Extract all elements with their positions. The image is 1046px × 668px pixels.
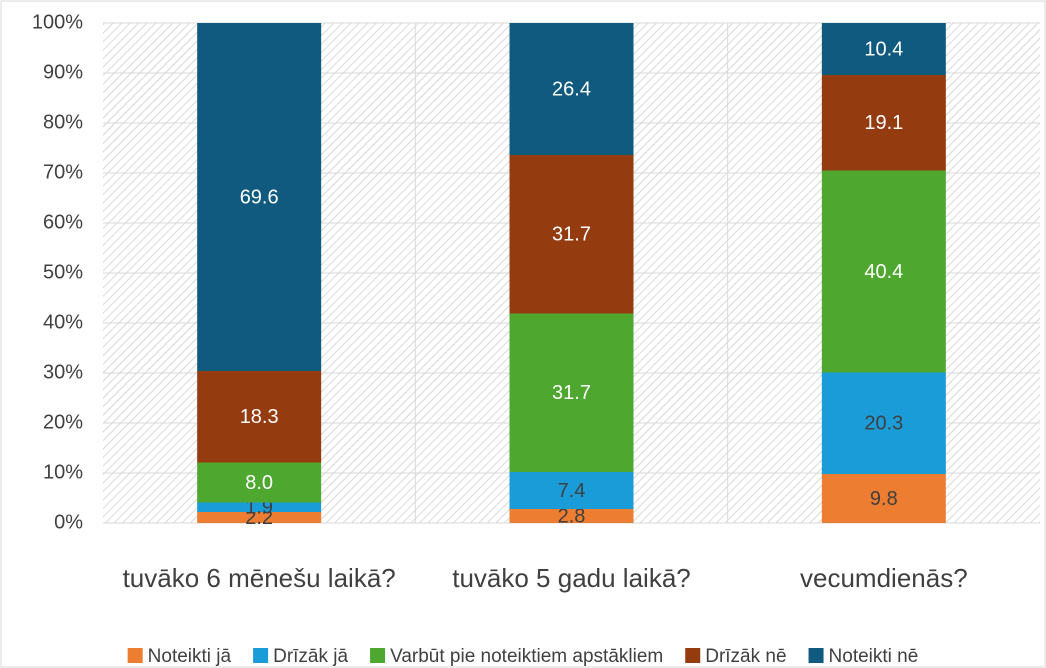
bar-segment (197, 371, 322, 463)
data-label: 40.4 (864, 261, 903, 283)
data-label: 19.1 (864, 112, 903, 134)
bar-segment (821, 372, 946, 474)
y-tick-label: 100% (32, 11, 83, 33)
data-label: 26.4 (552, 78, 591, 100)
data-label: 10.4 (864, 38, 903, 60)
legend-label: Drīzāk jā (273, 646, 348, 667)
data-label: 2.8 (558, 505, 586, 527)
x-tick-label: tuvāko 5 gadu laikā? (452, 563, 691, 593)
legend-swatch (685, 648, 701, 663)
bar-segment (197, 23, 322, 371)
bar-segment (509, 509, 634, 523)
data-label: 69.6 (240, 186, 279, 208)
data-label: 18.3 (240, 406, 279, 428)
data-label: 7.4 (558, 480, 586, 502)
bar-segment (509, 472, 634, 509)
y-tick-label: 90% (43, 61, 83, 83)
bar-segment (509, 313, 634, 472)
y-tick-label: 10% (43, 461, 83, 483)
data-label: 8.0 (245, 472, 273, 494)
data-label: 20.3 (864, 413, 903, 435)
y-tick-label: 20% (43, 411, 83, 433)
y-tick-label: 30% (43, 361, 83, 383)
legend-label: Varbūt pie noteiktiem apstākliem (390, 646, 663, 667)
y-tick-label: 80% (43, 111, 83, 133)
data-label: 31.7 (552, 224, 591, 246)
legend-swatch (808, 648, 824, 663)
y-tick-label: 60% (43, 211, 83, 233)
legend-label: Noteikti nē (829, 646, 919, 667)
bar-segment (821, 474, 946, 523)
y-tick-label: 70% (43, 161, 83, 183)
legend-swatch (253, 648, 269, 663)
legend-swatch (127, 648, 143, 663)
legend-label: Drīzāk nē (705, 646, 786, 667)
bar-segment (509, 155, 634, 314)
data-label: 31.7 (552, 382, 591, 404)
bar-segment (821, 23, 946, 75)
bar-segment (821, 170, 946, 373)
bar-segment (197, 512, 322, 523)
x-tick-label: tuvāko 6 mēnešu laikā? (123, 563, 396, 593)
x-tick-label: vecumdienās? (800, 563, 968, 593)
bar-segment (197, 462, 322, 503)
data-label: 2.2 (245, 507, 273, 529)
bar-segment (509, 23, 634, 155)
y-tick-label: 50% (43, 261, 83, 283)
legend-label: Noteikti jā (148, 646, 232, 667)
bar-segment (197, 502, 322, 512)
data-label: 9.8 (870, 488, 898, 510)
y-tick-label: 0% (54, 511, 83, 533)
legend-swatch (370, 648, 386, 663)
bar-segment (821, 75, 946, 171)
y-tick-label: 40% (43, 311, 83, 333)
